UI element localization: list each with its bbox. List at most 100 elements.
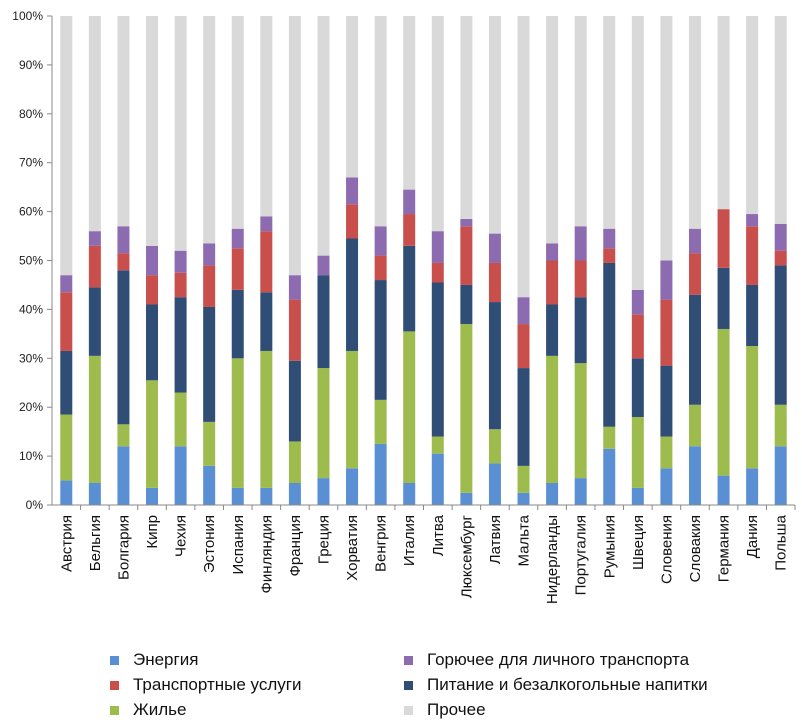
bar-segment bbox=[317, 255, 330, 276]
bar-segment bbox=[317, 275, 330, 369]
bar-segment bbox=[146, 487, 159, 505]
bar-segment bbox=[117, 16, 130, 227]
legend-item: Прочее bbox=[404, 700, 486, 720]
bar-segment bbox=[174, 446, 187, 505]
bar-segment bbox=[431, 436, 444, 454]
bar-segment bbox=[603, 426, 616, 449]
bar-segment bbox=[403, 16, 416, 190]
bar-segment bbox=[88, 287, 101, 356]
y-tick-label: 100% bbox=[12, 9, 43, 23]
bar-segment bbox=[260, 16, 273, 217]
bar-segment bbox=[774, 404, 787, 447]
bar-segment bbox=[403, 214, 416, 246]
bar-segment bbox=[88, 231, 101, 246]
bar-segment bbox=[517, 465, 530, 493]
bar-segment bbox=[403, 189, 416, 215]
bar-segment bbox=[88, 16, 101, 232]
legend-swatch bbox=[110, 680, 119, 690]
bar-segment bbox=[688, 253, 701, 295]
legend-label: Питание и безалкогольные напитки bbox=[427, 675, 708, 694]
x-category-label: Германия bbox=[716, 515, 733, 582]
bar-segment bbox=[746, 16, 759, 215]
bar-segment bbox=[260, 350, 273, 488]
bar-segment bbox=[346, 16, 359, 178]
bar-segment bbox=[231, 289, 244, 359]
legend-swatch bbox=[404, 705, 413, 715]
bar-segment bbox=[660, 365, 673, 437]
y-axis: 0% 10% 20% 30% 40% 50% 60% 70% 80% 90% 100% bbox=[12, 9, 53, 512]
bar-segment bbox=[688, 446, 701, 505]
bar-segment bbox=[660, 468, 673, 505]
bar-segment bbox=[88, 355, 101, 483]
bar-segment bbox=[688, 294, 701, 405]
bar-segment bbox=[174, 392, 187, 447]
bar-segment bbox=[774, 446, 787, 505]
x-category-label: Австрия bbox=[58, 515, 75, 572]
bar-segment bbox=[88, 245, 101, 288]
bar-segment bbox=[631, 487, 644, 505]
bar-segment bbox=[460, 324, 473, 493]
bar-segment bbox=[88, 482, 101, 505]
x-category-label: Дания bbox=[744, 515, 761, 558]
bar-segment bbox=[60, 275, 73, 293]
bar-segment bbox=[231, 16, 244, 229]
bar-segment bbox=[231, 487, 244, 505]
bar-segment bbox=[317, 368, 330, 479]
bar-segment bbox=[460, 218, 473, 227]
bar-segment bbox=[374, 443, 387, 505]
bar-segment bbox=[631, 289, 644, 315]
bar-segment bbox=[231, 358, 244, 488]
bar-segment bbox=[488, 262, 501, 303]
bar-segment bbox=[717, 16, 730, 210]
bar-segment bbox=[746, 468, 759, 505]
bar-segment bbox=[203, 265, 216, 307]
bar-segment bbox=[203, 306, 216, 422]
x-category-label: Бельгия bbox=[87, 515, 104, 571]
x-category-label: Мальта bbox=[516, 514, 533, 566]
bar-segment bbox=[203, 465, 216, 505]
bar-segment bbox=[374, 226, 387, 256]
bar-segment bbox=[460, 492, 473, 505]
legend-label: Горючее для личного транспорта bbox=[427, 650, 690, 669]
bar-segment bbox=[660, 299, 673, 366]
bar-segment bbox=[431, 282, 444, 437]
bar-segment bbox=[346, 468, 359, 505]
bar-segment bbox=[403, 331, 416, 483]
bar-segment bbox=[546, 355, 559, 483]
bar-segment bbox=[717, 267, 730, 329]
bar-segment bbox=[60, 350, 73, 415]
bar-segment bbox=[546, 243, 559, 261]
x-category-label: Люксембург bbox=[458, 514, 475, 598]
bar-segment bbox=[603, 248, 616, 263]
bar-segment bbox=[603, 16, 616, 229]
bar-segment bbox=[688, 228, 701, 254]
bar-segment bbox=[546, 16, 559, 244]
bar-segment bbox=[603, 448, 616, 505]
bar-segment bbox=[174, 272, 187, 298]
bar-segment bbox=[346, 204, 359, 239]
bar-segment bbox=[460, 16, 473, 219]
bar-segment bbox=[488, 429, 501, 464]
bar-segment bbox=[517, 492, 530, 505]
bar-segment bbox=[374, 280, 387, 400]
legend-item: Горючее для личного транспорта bbox=[404, 650, 689, 670]
legend-item: Транспортные услуги bbox=[110, 675, 301, 695]
bar-segment bbox=[260, 487, 273, 505]
stacked-bar-chart: 0% 10% 20% 30% 40% 50% 60% 70% 80% 90% 100% Австри… bbox=[12, 9, 796, 604]
y-tick-label: 20% bbox=[19, 400, 43, 414]
bar-segment bbox=[231, 248, 244, 290]
bar-segment bbox=[60, 292, 73, 351]
bar-segment bbox=[146, 245, 159, 276]
bar-segment bbox=[431, 16, 444, 232]
bar-segment bbox=[546, 304, 559, 356]
bar-segment bbox=[460, 284, 473, 325]
x-category-label: Литва bbox=[430, 514, 447, 556]
y-tick-label: 70% bbox=[19, 156, 43, 170]
bar-segment bbox=[660, 436, 673, 469]
bar-segment bbox=[346, 238, 359, 351]
bar-segment bbox=[288, 482, 301, 505]
legend-label: Энергия bbox=[133, 650, 199, 669]
bar-segment bbox=[60, 414, 73, 481]
bar-segment bbox=[403, 482, 416, 505]
bar-segment bbox=[60, 16, 73, 276]
